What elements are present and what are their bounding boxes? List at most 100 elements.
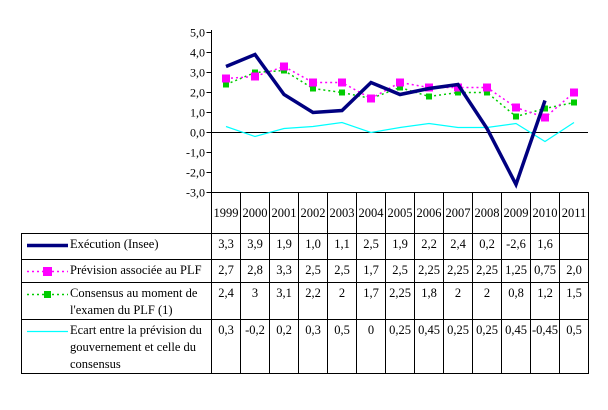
value-cell: 2,8 bbox=[240, 259, 270, 283]
table-corner-cell bbox=[22, 193, 212, 234]
legend-line-swatch-icon bbox=[27, 291, 68, 298]
value-cell: 0 bbox=[356, 319, 386, 374]
value-cell: 1,5 bbox=[559, 282, 589, 320]
series-line-1 bbox=[225, 65, 575, 119]
legend-cell: Exécution (Insee) bbox=[21, 233, 212, 260]
value-cell: 0,25 bbox=[472, 319, 502, 374]
series-marker-1 bbox=[512, 103, 520, 112]
legend-label: Consensus au moment de l'examen du PLF (… bbox=[70, 286, 198, 317]
series-marker-2 bbox=[484, 89, 490, 96]
value-cell: 3,3 bbox=[269, 259, 299, 283]
year-header-cell: 2003 bbox=[327, 192, 357, 234]
series-marker-2 bbox=[310, 85, 316, 92]
value-cell: -2,6 bbox=[501, 233, 531, 260]
legend-label: Ecart entre la prévision du gouvernement… bbox=[70, 323, 202, 371]
table-row: Consensus au moment de l'examen du PLF (… bbox=[21, 282, 589, 320]
value-cell: 0,8 bbox=[501, 282, 531, 320]
y-axis-tick-label: 1,0 bbox=[190, 106, 205, 120]
forecast-data-table: 1999 2000 2001 2002 2003 2004 2005 2006 2007 2008… bbox=[21, 192, 589, 374]
series-line-3 bbox=[225, 121, 575, 143]
value-cell: 2,2 bbox=[414, 233, 444, 260]
value-cell: 1,0 bbox=[298, 233, 328, 260]
value-cell: 2,5 bbox=[385, 259, 415, 283]
value-cell: 1,7 bbox=[356, 282, 386, 320]
series-marker-1 bbox=[309, 78, 317, 87]
value-cell: 2,4 bbox=[211, 282, 241, 320]
series-marker-2 bbox=[571, 99, 577, 106]
value-cell: 2,25 bbox=[443, 259, 473, 283]
y-axis-tick-label: 2,0 bbox=[190, 86, 205, 100]
series-marker-1 bbox=[338, 78, 346, 87]
value-cell: 2 bbox=[327, 282, 357, 320]
year-header-cell: 2000 bbox=[240, 192, 270, 234]
value-cell: 1,1 bbox=[327, 233, 357, 260]
legend-label: Exécution (Insee) bbox=[70, 237, 159, 251]
value-cell: 0,25 bbox=[385, 319, 415, 374]
y-axis-tick-label: -3,0 bbox=[186, 186, 205, 200]
value-cell: -0,2 bbox=[240, 319, 270, 374]
year-header-cell: 2002 bbox=[298, 192, 328, 234]
value-cell: 1,25 bbox=[501, 259, 531, 283]
value-cell: 2,2 bbox=[298, 282, 328, 320]
value-cell: 0,75 bbox=[530, 259, 560, 283]
table-row: Ecart entre la prévision du gouvernement… bbox=[21, 319, 589, 374]
series-marker-2 bbox=[426, 93, 432, 100]
value-cell: 0,3 bbox=[298, 319, 328, 374]
value-cell: 2 bbox=[472, 282, 502, 320]
series-marker-1 bbox=[280, 62, 288, 71]
value-cell: 2,5 bbox=[298, 259, 328, 283]
year-header-cell: 2006 bbox=[414, 192, 444, 234]
series-marker-1 bbox=[483, 83, 491, 92]
value-cell: 2,4 bbox=[443, 233, 473, 260]
legend-cell: Consensus au moment de l'examen du PLF (… bbox=[21, 282, 212, 320]
value-cell: 1,8 bbox=[414, 282, 444, 320]
y-axis-tick-label: 0,0 bbox=[190, 126, 205, 140]
series-marker-1 bbox=[570, 88, 578, 97]
value-cell: 1,6 bbox=[530, 233, 560, 260]
value-cell: 1,7 bbox=[356, 259, 386, 283]
value-cell: 0,3 bbox=[211, 319, 241, 374]
value-cell: 2,25 bbox=[385, 282, 415, 320]
series-marker-1 bbox=[541, 113, 549, 122]
series-marker-2 bbox=[513, 113, 519, 120]
series-marker-1 bbox=[222, 74, 230, 83]
table-row: Prévision associée au PLF 2,7 2,8 3,3 2,5 2,5… bbox=[21, 259, 589, 283]
series-marker-1 bbox=[251, 72, 259, 81]
y-axis-tick-label: 4,0 bbox=[190, 46, 205, 60]
value-cell: 0,5 bbox=[327, 319, 357, 374]
value-cell: 2,25 bbox=[472, 259, 502, 283]
table-row: Exécution (Insee) 3,3 3,9 1,9 1,0 1,1 2,5 1,9 2,… bbox=[21, 233, 589, 260]
series-marker-1 bbox=[367, 94, 375, 103]
value-cell: 3,9 bbox=[240, 233, 270, 260]
value-cell: -0,45 bbox=[530, 319, 560, 374]
value-cell: 2,5 bbox=[327, 259, 357, 283]
legend-cell: Prévision associée au PLF bbox=[21, 259, 212, 283]
year-header-cell: 2004 bbox=[356, 192, 386, 234]
value-cell: 3,3 bbox=[211, 233, 241, 260]
value-cell: 1,2 bbox=[530, 282, 560, 320]
series-marker-2 bbox=[223, 81, 229, 88]
series-marker-1 bbox=[396, 78, 404, 87]
value-cell: 2,5 bbox=[356, 233, 386, 260]
value-cell: 3,1 bbox=[269, 282, 299, 320]
y-axis-tick-label: -2,0 bbox=[186, 166, 205, 180]
value-cell: 0,2 bbox=[472, 233, 502, 260]
series-marker-2 bbox=[397, 84, 403, 91]
legend-line-swatch-icon bbox=[27, 243, 68, 248]
value-cell: 1,9 bbox=[385, 233, 415, 260]
y-axis-tick-label: 3,0 bbox=[190, 66, 205, 80]
value-cell: 0,45 bbox=[501, 319, 531, 374]
year-header-cell: 2007 bbox=[443, 192, 473, 234]
value-cell: 3 bbox=[240, 282, 270, 320]
legend-line-swatch-icon bbox=[27, 267, 68, 276]
year-header-cell: 2008 bbox=[472, 192, 502, 234]
year-header-cell: 2001 bbox=[269, 192, 299, 234]
value-cell: 0,2 bbox=[269, 319, 299, 374]
year-header-cell: 2005 bbox=[385, 192, 415, 234]
year-header-cell: 2011 bbox=[559, 192, 589, 234]
value-cell bbox=[559, 233, 589, 260]
series-marker-2 bbox=[455, 89, 461, 96]
legend-line-swatch-icon bbox=[27, 330, 68, 333]
